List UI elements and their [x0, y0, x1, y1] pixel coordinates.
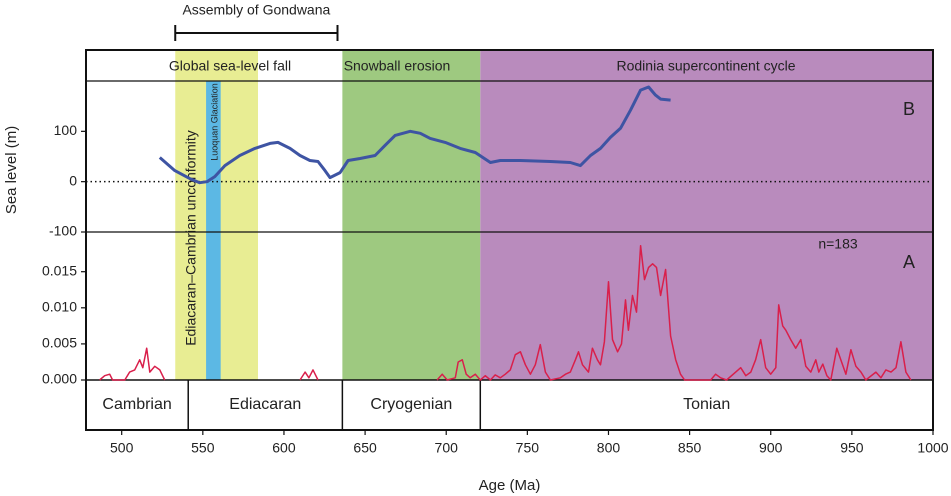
annotation: n=183	[818, 236, 858, 252]
x-tick-label: 650	[353, 440, 377, 456]
zone	[206, 81, 221, 380]
zone-label: Luoquan Glaciation	[209, 83, 219, 161]
panel-label: B	[903, 99, 915, 119]
y-tick-label: 0.005	[42, 335, 77, 351]
x-tick-label: 500	[110, 440, 134, 456]
header-label: Rodinia supercontinent cycle	[617, 58, 796, 74]
x-tick-label: 900	[759, 440, 783, 456]
x-tick-label: 850	[678, 440, 702, 456]
y-tick-label: 100	[54, 122, 78, 138]
y-tick-label: 0.000	[42, 371, 77, 387]
data-line	[158, 85, 671, 185]
x-tick-label: 600	[272, 440, 296, 456]
bracket-label: Assembly of Gondwana	[182, 2, 330, 18]
y-tick-label: -100	[49, 223, 77, 239]
x-tick-label: 1000	[917, 440, 948, 456]
zone	[480, 50, 933, 380]
x-tick-label: 950	[840, 440, 864, 456]
header-label: Snowball erosion	[344, 58, 451, 74]
y-tick-label: 0	[69, 172, 77, 188]
x-tick-label: 700	[435, 440, 459, 456]
period-label: Cambrian	[102, 396, 171, 413]
frame	[85, 49, 934, 431]
x-tick-label: 550	[191, 440, 215, 456]
panel-label: A	[903, 252, 915, 272]
period-label: Ediacaran	[229, 396, 301, 413]
y-axis-title: Sea level (m)	[3, 126, 20, 214]
zone-label: Ediacaran–Cambrian unconformity	[183, 130, 199, 346]
y-tick-label: 0.010	[42, 299, 77, 315]
y-tick-label: 0.015	[42, 262, 77, 278]
x-tick-label: 750	[516, 440, 540, 456]
period-label: Cryogenian	[370, 396, 452, 413]
x-axis-title: Age (Ma)	[479, 477, 541, 494]
x-tick-label: 800	[597, 440, 621, 456]
header-label: Global sea-level fall	[169, 58, 291, 74]
period-label: Tonian	[683, 396, 730, 413]
data-line	[99, 244, 912, 381]
zone	[342, 50, 481, 380]
